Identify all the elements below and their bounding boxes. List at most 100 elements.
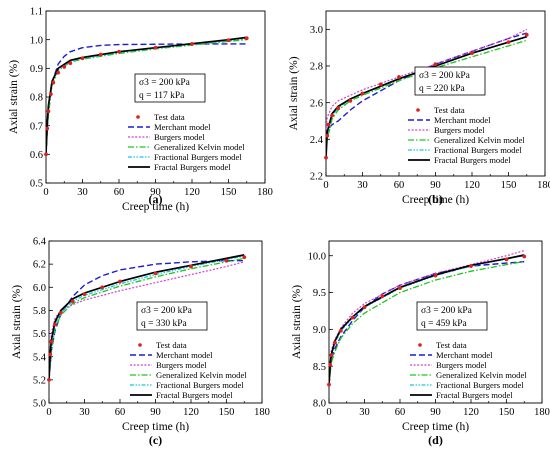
x-tick-label: 150 xyxy=(219,407,235,418)
test-data-point xyxy=(433,62,438,67)
legend-label: Test data xyxy=(154,112,185,122)
y-tick-label: 5.2 xyxy=(33,375,46,386)
test-data-point xyxy=(70,299,75,304)
y-axis-title: Axial strain (%) xyxy=(11,285,23,359)
deviatoric-stress-label: q = 220 kPa xyxy=(419,84,466,94)
test-data-point xyxy=(397,75,401,79)
test-data-point xyxy=(327,382,331,387)
y-tick-label: 6.4 xyxy=(33,237,47,248)
test-data-point xyxy=(153,45,158,50)
x-tick-label: 0 xyxy=(43,187,48,198)
test-data-point xyxy=(350,315,355,320)
x-tick-label: 90 xyxy=(430,180,441,191)
test-data-point xyxy=(329,353,334,358)
test-data-point xyxy=(153,271,158,276)
test-data-point xyxy=(98,52,103,57)
test-data-point xyxy=(51,80,56,85)
x-tick-label: 0 xyxy=(46,407,51,418)
condition-box xyxy=(414,66,486,96)
x-tick-label: 120 xyxy=(183,407,199,418)
test-data-point xyxy=(324,155,328,160)
y-axis-title: Axial strain (%) xyxy=(288,56,300,130)
series-line-merchant xyxy=(49,259,245,380)
y-tick-label: 5.0 xyxy=(33,399,46,410)
test-data-point xyxy=(380,294,385,299)
legend-label: Burgers model xyxy=(156,360,207,370)
y-tick-label: 5.6 xyxy=(33,329,46,340)
x-tick-label: 180 xyxy=(257,187,273,198)
legend-marker-test xyxy=(138,343,142,347)
y-tick-label: 0.6 xyxy=(30,150,43,161)
series-line-kelvin xyxy=(49,257,245,380)
legend-label: Merchant model xyxy=(434,115,491,125)
panel-label: (a) xyxy=(149,192,163,206)
x-axis-title: Creep time (h) xyxy=(402,194,469,206)
x-tick-label: 0 xyxy=(323,180,328,191)
test-data-point xyxy=(360,91,365,96)
panel-label: (b) xyxy=(428,192,443,206)
legend-label: Burgers model xyxy=(154,132,205,142)
x-tick-label: 90 xyxy=(430,407,441,418)
chart-panel-2: 0 30 60 90 120 150 180 5.0 5.2 5.4 5.6 5.8 6.0 6.2 6.4… xyxy=(11,237,270,447)
legend-label: Generalized Kelvin model xyxy=(154,142,245,152)
y-tick-label: 1.1 xyxy=(30,7,43,18)
test-data-point xyxy=(45,126,50,131)
series-line-merchant xyxy=(329,260,525,385)
x-tick-label: 30 xyxy=(79,407,90,418)
test-data-point xyxy=(56,70,61,75)
chart-panel-0: 0 30 60 90 120 150 180 0.5 0.6 0.7 0.8 0.9 1.0 1.1 Cre… xyxy=(8,7,273,213)
test-data-point xyxy=(338,328,343,333)
y-tick-label: 0.9 xyxy=(30,64,43,75)
legend-label: Burgers model xyxy=(436,360,487,370)
condition-box xyxy=(134,73,206,103)
y-tick-label: 8.0 xyxy=(313,399,326,410)
test-data-point xyxy=(82,292,87,297)
test-data-point xyxy=(58,310,63,315)
test-data-point xyxy=(470,51,474,56)
x-tick-label: 60 xyxy=(394,180,405,191)
deviatoric-stress-label: q = 459 kPa xyxy=(421,319,468,329)
sigma3-label: σ3 = 200 kPa xyxy=(419,71,471,81)
test-data-point xyxy=(226,38,231,43)
x-tick-label: 0 xyxy=(326,407,331,418)
sigma3-label: σ3 = 200 kPa xyxy=(141,306,193,316)
legend-label: Test data xyxy=(434,105,465,115)
x-tick-label: 180 xyxy=(534,407,550,418)
test-data-point xyxy=(522,254,527,259)
legend-marker-test xyxy=(418,343,422,347)
x-tick-label: 60 xyxy=(115,407,126,418)
chart-panel-3: 0 30 60 90 120 150 180 8.0 8.5 9.0 9.5 10.0 Creep ti… xyxy=(291,240,550,447)
x-tick-label: 120 xyxy=(184,187,200,198)
test-data-point xyxy=(524,32,529,37)
x-tick-label: 180 xyxy=(254,407,270,418)
series-line-burgers xyxy=(49,261,245,363)
y-tick-label: 0.5 xyxy=(30,179,43,190)
x-tick-label: 180 xyxy=(537,180,550,191)
x-tick-label: 90 xyxy=(150,407,161,418)
legend-label: Test data xyxy=(436,340,467,350)
x-tick-label: 60 xyxy=(395,407,406,418)
legend-label: Fractional Burgers model xyxy=(154,152,242,162)
legend-marker-test xyxy=(136,115,140,119)
test-data-point xyxy=(328,362,333,367)
legend-label: Merchant model xyxy=(154,122,211,132)
series-line-burgers xyxy=(326,28,528,131)
test-data-point xyxy=(504,257,509,262)
y-tick-label: 0.7 xyxy=(30,121,43,132)
deviatoric-stress-label: q = 330 kPa xyxy=(141,319,188,329)
y-tick-label: 2.6 xyxy=(310,98,323,109)
series-line-kelvin xyxy=(326,39,527,158)
y-axis-title: Axial strain (%) xyxy=(8,60,20,134)
x-tick-label: 150 xyxy=(501,180,517,191)
x-tick-label: 120 xyxy=(464,180,480,191)
test-data-point xyxy=(398,286,402,291)
x-tick-label: 150 xyxy=(221,187,237,198)
y-tick-label: 3.0 xyxy=(310,25,323,36)
test-data-point xyxy=(433,273,438,278)
test-data-point xyxy=(224,258,229,263)
test-data-point xyxy=(378,82,383,87)
test-data-point xyxy=(244,36,249,41)
legend-label: Generalized Kelvin model xyxy=(156,370,247,380)
sigma3-label: σ3 = 200 kPa xyxy=(139,78,191,88)
